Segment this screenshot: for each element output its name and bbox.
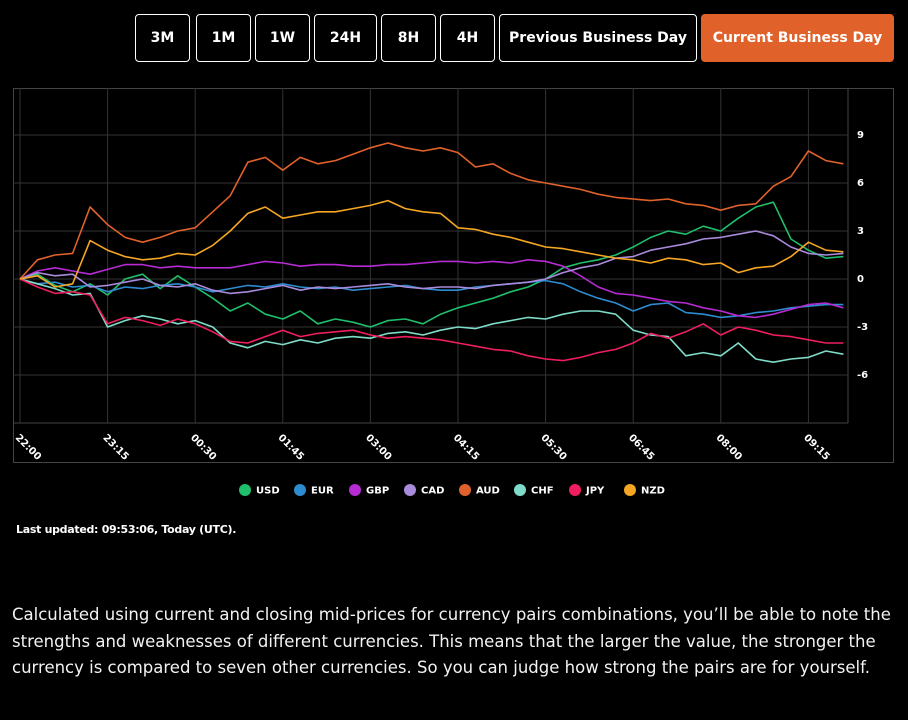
x-tick-label: 08:00 <box>714 432 744 462</box>
legend-item[interactable]: CHF <box>514 484 554 497</box>
y-tick-label: -3 <box>857 322 868 333</box>
range-button[interactable]: 4H <box>440 14 495 62</box>
chart-frame <box>13 88 894 463</box>
legend-swatch <box>569 484 581 496</box>
legend-label: JPY <box>585 486 605 497</box>
y-tick-label: -6 <box>857 370 868 381</box>
x-tick-label: 01:45 <box>276 432 306 462</box>
legend-label: CHF <box>531 486 554 497</box>
legend-label: NZD <box>641 486 665 497</box>
y-tick-label: 0 <box>857 274 864 285</box>
series-line <box>19 278 844 319</box>
y-tick-label: 3 <box>857 226 864 237</box>
legend-item[interactable]: EUR <box>294 484 334 497</box>
legend-label: USD <box>256 486 280 497</box>
series-line <box>19 278 844 363</box>
legend-label: CAD <box>421 486 444 497</box>
series-line <box>19 142 844 280</box>
x-tick-label: 06:45 <box>626 432 656 462</box>
legend-swatch <box>294 484 306 496</box>
legend-item[interactable]: CAD <box>404 484 444 497</box>
legend-label: AUD <box>476 486 500 497</box>
range-button[interactable]: 8H <box>381 14 436 62</box>
legend-item[interactable]: GBP <box>349 484 389 497</box>
description: Calculated using current and closing mid… <box>12 605 891 677</box>
legend-swatch <box>459 484 471 496</box>
series-line <box>19 259 844 319</box>
series-line <box>19 230 844 295</box>
range-button[interactable]: 3M <box>135 14 190 62</box>
legend-swatch <box>514 484 526 496</box>
y-tick-label: 6 <box>857 178 864 189</box>
x-tick-label: 04:15 <box>451 432 481 462</box>
range-button[interactable]: 1W <box>255 14 310 62</box>
legend-swatch <box>404 484 416 496</box>
legend-swatch <box>349 484 361 496</box>
range-button[interactable]: Previous Business Day <box>499 14 697 62</box>
legend-item[interactable]: USD <box>239 484 280 497</box>
x-tick-label: 00:30 <box>188 432 218 462</box>
chart: -6 -3 0 3 6 9 22:00 23:15 00:30 01:45 03:00 04:15 05… <box>13 88 894 497</box>
legend-swatch <box>624 484 636 496</box>
series-line <box>19 199 844 288</box>
range-button[interactable]: 24H <box>314 14 377 62</box>
legend-label: EUR <box>311 486 334 497</box>
legend-item[interactable]: JPY <box>569 484 605 497</box>
y-tick-label: 9 <box>857 130 864 141</box>
x-tick-label: 09:15 <box>801 432 831 462</box>
legend-item[interactable]: NZD <box>624 484 665 497</box>
range-button-active[interactable]: Current Business Day <box>701 14 894 62</box>
series-line <box>19 278 844 362</box>
legend: USD EUR GBP CAD AUD CHF JPY NZD <box>239 484 665 497</box>
legend-swatch <box>239 484 251 496</box>
x-tick-label: 22:00 <box>13 432 43 462</box>
legend-label: GBP <box>366 486 389 497</box>
x-tick-label: 05:30 <box>538 432 568 462</box>
legend-item[interactable]: AUD <box>459 484 500 497</box>
range-button[interactable]: 1M <box>196 14 251 62</box>
last-updated: Last updated: 09:53:06, Today (UTC). <box>16 523 237 536</box>
x-tick-label: 23:15 <box>100 432 130 462</box>
x-tick-label: 03:00 <box>363 432 393 462</box>
